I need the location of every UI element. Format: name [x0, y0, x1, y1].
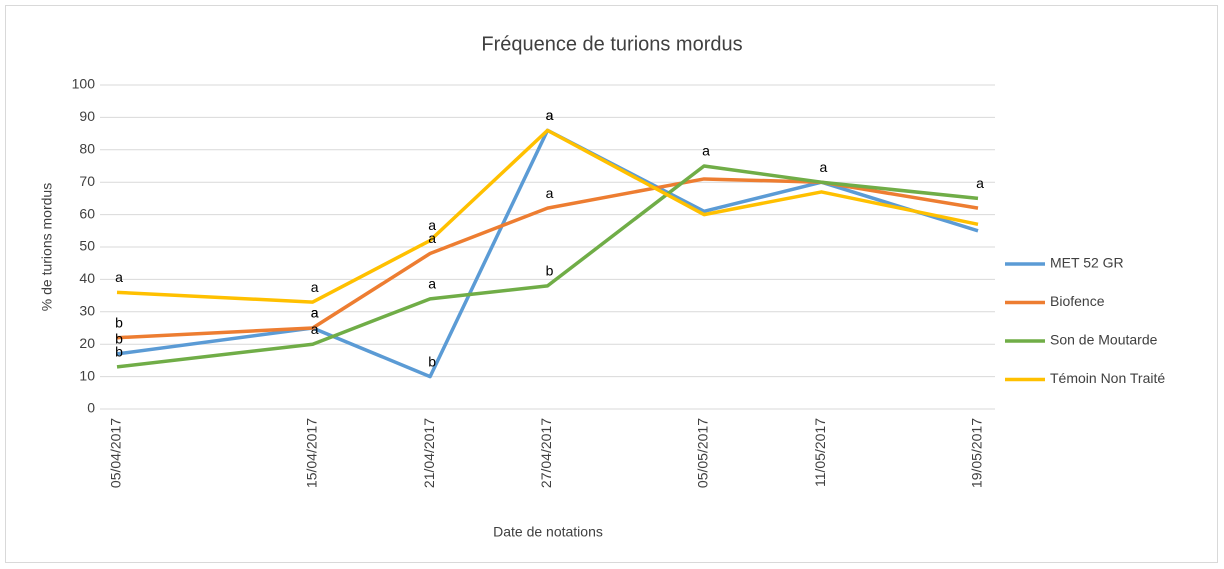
significance-letter: b [115, 314, 123, 330]
x-tick-label: 27/04/2017 [538, 418, 554, 488]
y-tick-label: 80 [79, 141, 95, 157]
series-line [116, 164, 979, 369]
significance-letter: a [311, 279, 319, 295]
significance-letter: b [115, 331, 123, 347]
legend-label: MET 52 GR [1050, 255, 1124, 271]
y-tick-label: 0 [87, 400, 95, 416]
y-tick-label: 10 [79, 367, 95, 383]
significance-letter: a [428, 230, 436, 246]
y-tick-label: 40 [79, 270, 95, 286]
y-tick-label: 60 [79, 205, 95, 221]
y-tick-label: 50 [79, 238, 95, 254]
significance-letter: a [311, 305, 319, 321]
legend-label: Témoin Non Traité [1050, 370, 1165, 386]
significance-letter: a [702, 143, 710, 159]
significance-letter: a [546, 107, 554, 123]
significance-letter: a [428, 276, 436, 292]
significance-letter: a [311, 321, 319, 337]
y-tick-label: 70 [79, 173, 95, 189]
significance-letter: a [115, 269, 123, 285]
y-tick-label: 30 [79, 303, 95, 319]
significance-letter: a [546, 185, 554, 201]
significance-letter: a [820, 159, 828, 175]
significance-letter: b [546, 263, 554, 279]
legend-label: Son de Moutarde [1050, 332, 1158, 348]
legend-label: Biofence [1050, 293, 1105, 309]
x-tick-label: 21/04/2017 [421, 418, 437, 488]
x-tick-label: 19/05/2017 [969, 418, 985, 488]
y-tick-label: 90 [79, 108, 95, 124]
x-axis-title: Date de notations [493, 524, 603, 540]
x-tick-label: 11/05/2017 [812, 418, 828, 487]
significance-letter: a [976, 175, 984, 191]
chart-title: Fréquence de turions mordus [481, 33, 742, 55]
series-line [116, 128, 979, 304]
y-axis-title: % de turions mordus [39, 183, 55, 311]
significance-letter: a [428, 217, 436, 233]
y-tick-label: 100 [72, 76, 96, 92]
significance-letter: b [428, 353, 436, 369]
significance-letter: a [546, 107, 554, 123]
significance-letter: a [311, 305, 319, 321]
x-tick-label: 05/04/2017 [108, 418, 124, 488]
significance-letter: b [115, 344, 123, 360]
x-tick-label: 15/04/2017 [303, 418, 319, 488]
x-tick-label: 05/05/2017 [695, 418, 711, 488]
chart-frame [5, 5, 1218, 563]
y-tick-label: 20 [79, 335, 95, 351]
